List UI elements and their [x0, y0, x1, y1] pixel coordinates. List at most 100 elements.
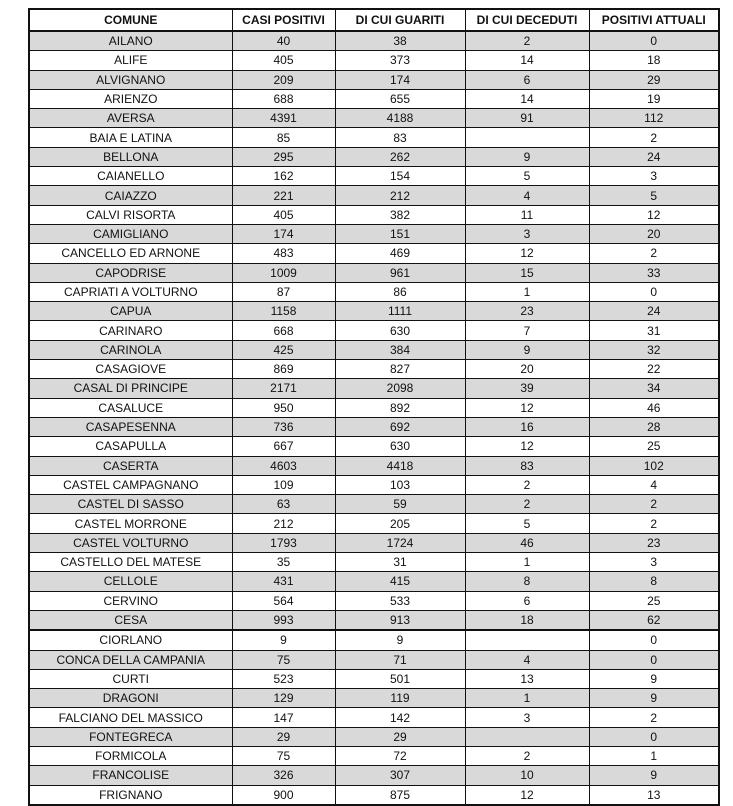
cell-casi-positivi: 4603	[231, 455, 336, 476]
cell-positivi-attuali: 32	[588, 339, 720, 361]
cell-guariti: 31	[334, 552, 466, 573]
cell-guariti: 533	[334, 590, 466, 611]
table-row: AILANO 40 38 2 0	[28, 30, 720, 52]
cell-casi-positivi: 35	[231, 552, 336, 573]
cell-comune: AVERSA	[28, 108, 233, 129]
cell-deceduti: 12	[464, 436, 590, 457]
cell-guariti: 415	[334, 571, 466, 592]
cell-casi-positivi: 1009	[231, 262, 336, 283]
cell-deceduti: 5	[464, 166, 590, 187]
cell-guariti: 469	[334, 243, 466, 264]
cell-casi-positivi: 900	[231, 784, 336, 806]
table-row: CASERTA 4603 4418 83 102	[28, 455, 720, 476]
table-row: CARINARO 668 630 7 31	[28, 320, 720, 341]
cell-deceduti: 1	[464, 688, 590, 709]
cell-deceduti: 23	[464, 301, 590, 322]
cell-comune: CAPODRISE	[28, 262, 233, 283]
cell-deceduti: 14	[464, 88, 590, 110]
cell-deceduti: 14	[464, 50, 590, 71]
cell-comune: CASAGIOVE	[28, 359, 233, 380]
cell-deceduti	[464, 629, 590, 651]
table-row: CELLOLE 431 415 8 8	[28, 571, 720, 592]
table-row: CASTEL DI SASSO 63 59 2 2	[28, 494, 720, 515]
table-row: CAPRIATI A VOLTURNO 87 86 1 0	[28, 281, 720, 303]
table-row: CIORLANO 9 9 0	[28, 629, 720, 651]
cell-deceduti: 6	[464, 590, 590, 611]
cell-deceduti: 13	[464, 668, 590, 690]
cell-positivi-attuali: 28	[588, 416, 720, 438]
table-row: CALVI RISORTA 405 382 11 12	[28, 204, 720, 225]
cell-positivi-attuali: 1	[588, 745, 720, 767]
cell-positivi-attuali: 0	[588, 281, 720, 303]
cell-deceduti: 9	[464, 146, 590, 168]
cell-guariti: 2098	[334, 378, 466, 399]
cell-comune: FALCIANO DEL MASSICO	[28, 707, 233, 728]
cell-comune: CASTEL VOLTURNO	[28, 532, 233, 554]
cell-guariti: 103	[334, 474, 466, 496]
cell-deceduti: 20	[464, 359, 590, 380]
cell-comune: CASERTA	[28, 455, 233, 476]
table-row: CASTEL MORRONE 212 205 5 2	[28, 513, 720, 534]
cell-comune: CASTEL CAMPAGNANO	[28, 474, 233, 496]
cell-casi-positivi: 75	[231, 649, 336, 670]
cell-guariti: 382	[334, 204, 466, 225]
cell-casi-positivi: 63	[231, 494, 336, 515]
cell-comune: FRIGNANO	[28, 784, 233, 806]
table-row: FONTEGRECA 29 29 0	[28, 726, 720, 747]
cell-casi-positivi: 162	[231, 166, 336, 187]
cell-deceduti	[464, 127, 590, 148]
cell-guariti: 373	[334, 50, 466, 71]
cell-deceduti: 6	[464, 69, 590, 90]
cell-guariti: 212	[334, 185, 466, 206]
cell-guariti: 262	[334, 146, 466, 168]
cell-positivi-attuali: 62	[588, 609, 720, 631]
table-row: ARIENZO 688 655 14 19	[28, 88, 720, 110]
cell-deceduti: 5	[464, 513, 590, 534]
table-row: CAIANELLO 162 154 5 3	[28, 166, 720, 187]
cell-guariti: 630	[334, 320, 466, 341]
cell-comune: CASAPESENNA	[28, 416, 233, 438]
cell-comune: ARIENZO	[28, 88, 233, 110]
cell-positivi-attuali: 2	[588, 494, 720, 515]
cell-casi-positivi: 431	[231, 571, 336, 592]
cell-guariti: 83	[334, 127, 466, 148]
cell-deceduti: 83	[464, 455, 590, 476]
cell-deceduti: 16	[464, 416, 590, 438]
cell-casi-positivi: 1158	[231, 301, 336, 322]
cell-comune: CELLOLE	[28, 571, 233, 592]
cell-casi-positivi: 667	[231, 436, 336, 457]
cell-deceduti: 11	[464, 204, 590, 225]
cell-positivi-attuali: 0	[588, 649, 720, 670]
header-guariti: DI CUI GUARITI	[334, 8, 466, 32]
cell-guariti: 174	[334, 69, 466, 90]
cell-guariti: 9	[334, 629, 466, 651]
cell-casi-positivi: 29	[231, 726, 336, 747]
cell-deceduti: 12	[464, 397, 590, 418]
table-row: CASTEL VOLTURNO 1793 1724 46 23	[28, 532, 720, 554]
cell-comune: CIORLANO	[28, 629, 233, 651]
cell-guariti: 630	[334, 436, 466, 457]
header-casi-positivi: CASI POSITIVI	[231, 8, 336, 32]
cell-comune: FORMICOLA	[28, 745, 233, 767]
cell-guariti: 38	[334, 30, 466, 52]
cell-positivi-attuali: 20	[588, 223, 720, 245]
cell-deceduti: 1	[464, 552, 590, 573]
cell-guariti: 4188	[334, 108, 466, 129]
table-row: CURTI 523 501 13 9	[28, 668, 720, 690]
cell-casi-positivi: 4391	[231, 108, 336, 129]
cell-casi-positivi: 523	[231, 668, 336, 690]
cell-comune: CASAPULLA	[28, 436, 233, 457]
table-row: CAIAZZO 221 212 4 5	[28, 185, 720, 206]
cell-casi-positivi: 85	[231, 127, 336, 148]
cell-casi-positivi: 993	[231, 609, 336, 631]
cell-guariti: 307	[334, 765, 466, 786]
cell-deceduti: 7	[464, 320, 590, 341]
cell-comune: FONTEGRECA	[28, 726, 233, 747]
table-row: FORMICOLA 75 72 2 1	[28, 745, 720, 767]
cell-casi-positivi: 9	[231, 629, 336, 651]
cell-casi-positivi: 1793	[231, 532, 336, 554]
cell-guariti: 142	[334, 707, 466, 728]
cell-comune: AILANO	[28, 30, 233, 52]
table-row: FRANCOLISE 326 307 10 9	[28, 765, 720, 786]
cell-comune: CAPUA	[28, 301, 233, 322]
